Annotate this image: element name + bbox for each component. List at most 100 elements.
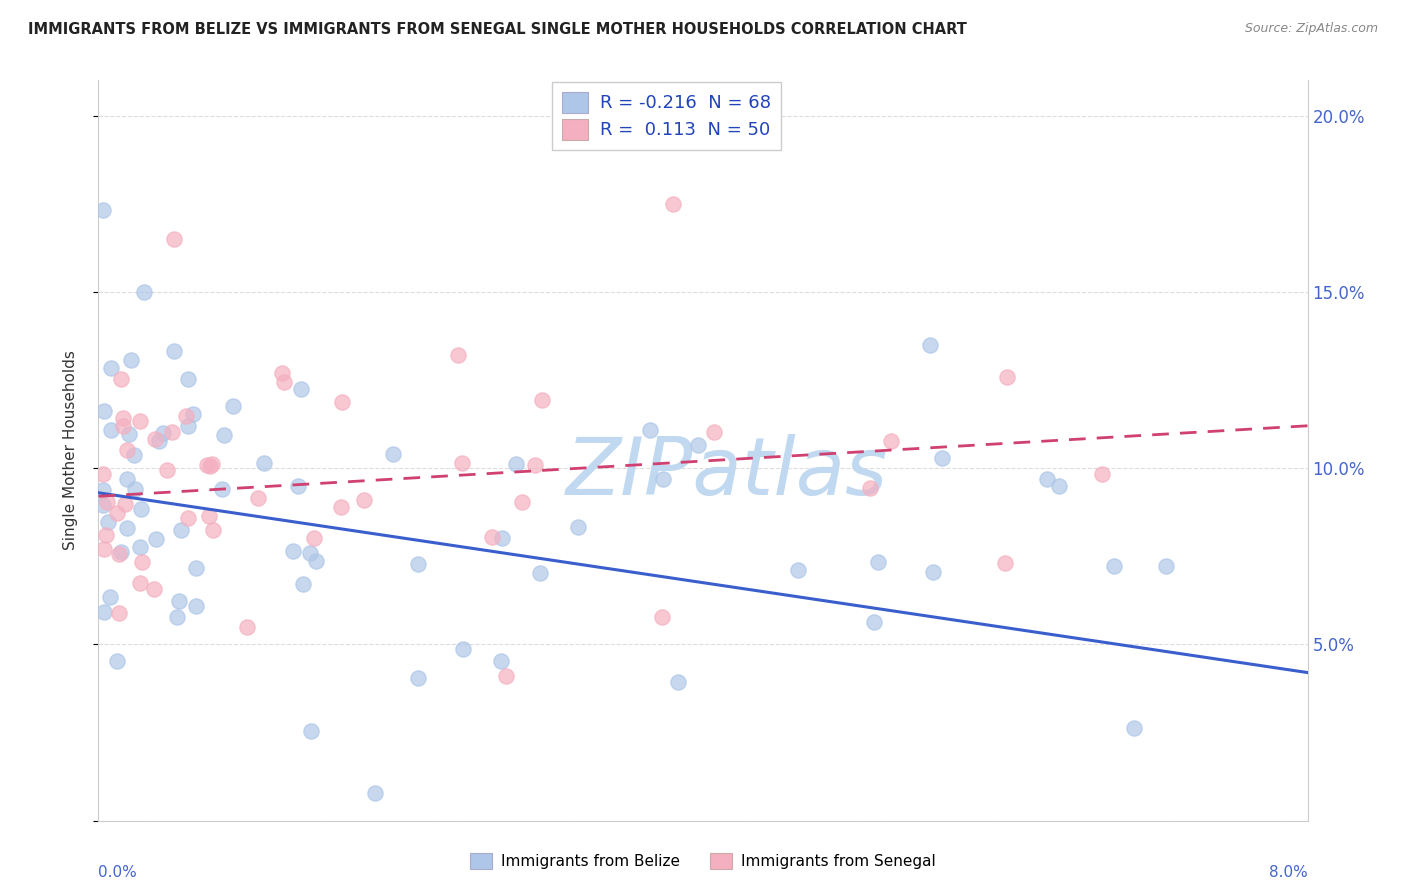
Point (236, 620, 259, 634)
Point (489, 654, 512, 668)
Point (270, 366, 292, 380)
Point (129, 414, 152, 428)
Point (1035, 472, 1057, 486)
Point (117, 472, 139, 486)
Point (211, 482, 233, 496)
Point (115, 521, 138, 535)
Point (253, 456, 276, 470)
Point (91, 483, 114, 498)
Point (120, 352, 142, 367)
Point (181, 408, 204, 422)
Point (200, 458, 222, 472)
Point (170, 523, 193, 537)
Point (163, 344, 186, 359)
Point (111, 419, 134, 434)
Text: IMMIGRANTS FROM BELIZE VS IMMIGRANTS FROM SENEGAL SINGLE MOTHER HOUSEHOLDS CORRE: IMMIGRANTS FROM BELIZE VS IMMIGRANTS FRO… (28, 22, 967, 37)
Point (931, 451, 953, 466)
Point (862, 615, 884, 629)
Point (148, 434, 170, 448)
Point (287, 478, 309, 492)
Point (198, 508, 221, 523)
Point (918, 337, 941, 351)
Point (859, 481, 882, 495)
Point (177, 511, 200, 525)
Y-axis label: Single Mother Households: Single Mother Households (63, 351, 77, 550)
Point (1156, 559, 1178, 574)
Point (100, 361, 122, 376)
Point (91, 202, 114, 217)
Point (222, 399, 245, 413)
Point (212, 428, 235, 442)
Point (129, 502, 152, 516)
Point (91, 498, 114, 512)
Point (353, 492, 375, 507)
Point (142, 582, 165, 596)
Point (110, 545, 132, 559)
Point (491, 532, 513, 546)
Point (283, 544, 305, 558)
Point (143, 432, 166, 446)
Point (567, 520, 589, 534)
Point (177, 419, 200, 434)
Point (184, 599, 207, 614)
Point (111, 411, 134, 425)
Point (530, 392, 553, 407)
Text: 8.0%: 8.0% (1268, 865, 1308, 880)
Point (1102, 558, 1125, 573)
Point (124, 482, 146, 496)
Point (129, 575, 152, 590)
Point (1091, 467, 1114, 482)
Point (994, 556, 1017, 570)
Point (93, 404, 115, 418)
Text: Source: ZipAtlas.com: Source: ZipAtlas.com (1244, 22, 1378, 36)
Point (505, 457, 527, 471)
Point (304, 531, 326, 545)
Point (94, 528, 117, 542)
Point (330, 500, 353, 515)
Point (703, 425, 725, 439)
Point (129, 540, 152, 554)
Point (93, 605, 115, 619)
Point (110, 372, 132, 386)
Point (880, 434, 903, 448)
Point (364, 786, 387, 800)
Point (98, 590, 121, 604)
Point (131, 555, 153, 569)
Point (177, 372, 200, 386)
Point (246, 491, 269, 506)
Point (100, 423, 122, 437)
Point (651, 610, 673, 624)
Point (132, 285, 155, 299)
Point (666, 674, 689, 689)
Point (406, 557, 429, 571)
Point (921, 565, 943, 579)
Point (160, 425, 183, 439)
Point (122, 449, 145, 463)
Point (481, 530, 503, 544)
Point (169, 594, 191, 608)
Point (93, 542, 115, 557)
Point (995, 369, 1018, 384)
Point (382, 448, 405, 462)
Point (91, 467, 114, 482)
Point (451, 642, 474, 657)
Point (163, 232, 186, 246)
Point (156, 463, 179, 477)
Point (114, 497, 136, 511)
Point (108, 547, 131, 561)
Point (686, 438, 709, 452)
Point (198, 458, 221, 473)
Point (1047, 479, 1070, 493)
Point (118, 427, 141, 442)
Point (330, 395, 353, 409)
Point (1123, 721, 1146, 735)
Text: ZIPatlas: ZIPatlas (567, 434, 889, 512)
Legend: R = -0.216  N = 68, R =  0.113  N = 50: R = -0.216 N = 68, R = 0.113 N = 50 (553, 82, 782, 150)
Point (96, 495, 118, 509)
Point (201, 523, 224, 537)
Point (495, 669, 517, 683)
Point (117, 443, 139, 458)
Point (305, 554, 328, 568)
Point (195, 458, 218, 472)
Point (290, 382, 312, 396)
